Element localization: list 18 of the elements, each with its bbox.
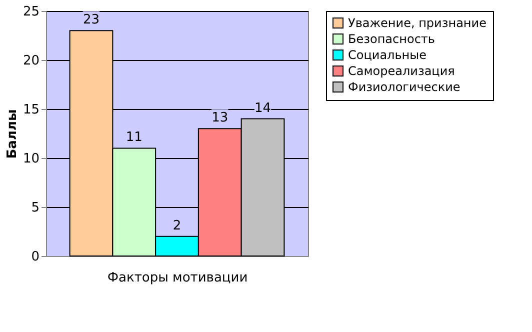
data-label: 2	[172, 218, 182, 234]
legend-label: Самореализация	[348, 64, 455, 78]
data-label: 13	[212, 110, 228, 126]
y-tick-label: 5	[31, 200, 40, 216]
y-axis-title: Баллы	[4, 109, 20, 159]
y-tick-label: 10	[22, 152, 40, 166]
legend-label: Уважение, признание	[348, 16, 486, 30]
y-tick-label: 15	[22, 102, 40, 118]
legend-label: Социальные	[348, 48, 426, 62]
data-label: 23	[82, 12, 100, 28]
legend-label: Физиологические	[348, 80, 460, 94]
data-label: 11	[126, 130, 142, 146]
y-tick-label: 20	[22, 54, 40, 68]
legend-label: Безопасность	[348, 32, 435, 46]
y-tick-label: 0	[31, 250, 40, 264]
x-axis-title: Факторы мотивации	[107, 270, 248, 286]
data-label: 14	[254, 100, 272, 116]
y-tick-label: 25	[22, 4, 40, 20]
